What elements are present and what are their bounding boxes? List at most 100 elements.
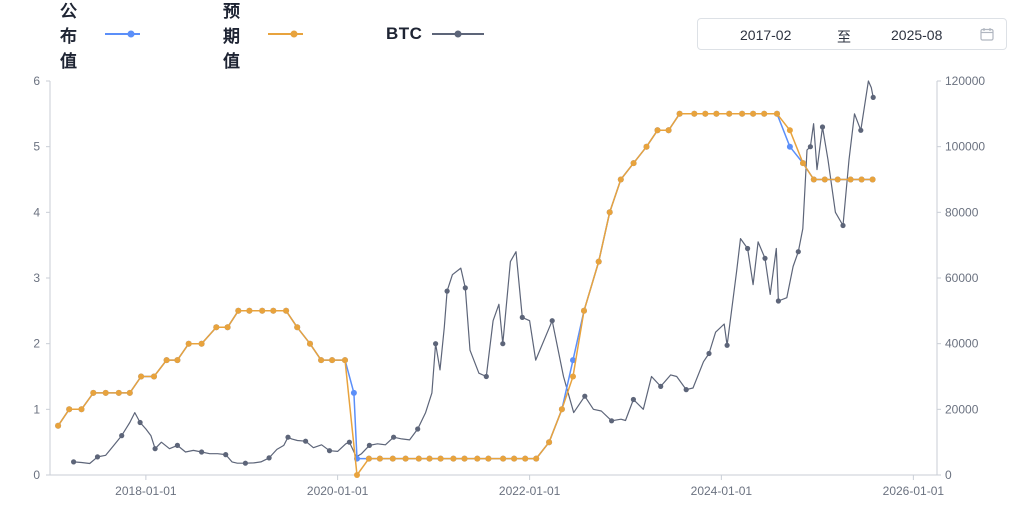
data-point-btc [706, 350, 712, 357]
data-point-expected [55, 422, 62, 429]
calendar-icon[interactable] [980, 27, 994, 41]
data-point-expected [354, 472, 360, 478]
data-point-expected [761, 110, 768, 117]
data-point-btc [303, 438, 309, 444]
data-point-btc [444, 288, 450, 294]
data-point-expected [869, 176, 876, 183]
data-point-expected [810, 176, 817, 183]
y-right-tick-label: 40000 [945, 337, 979, 351]
x-tick-label: 2022-01-01 [499, 484, 561, 498]
data-point-btc [242, 460, 248, 466]
data-point-btc [609, 418, 615, 424]
data-point-expected [90, 389, 97, 396]
data-point-expected [259, 307, 266, 314]
data-point-expected [774, 110, 780, 117]
data-point-btc [174, 442, 180, 448]
data-point-btc [462, 285, 468, 291]
data-point-expected [595, 258, 602, 265]
data-point-expected [691, 110, 698, 117]
data-point-btc [683, 387, 689, 393]
data-point-expected [821, 176, 828, 183]
data-point-expected [126, 389, 133, 396]
data-point-expected [376, 455, 383, 462]
data-point-expected [511, 455, 518, 462]
data-point-btc [152, 446, 158, 452]
date-range-picker[interactable]: 2017-02 至 2025-08 [697, 18, 1007, 50]
data-point-btc [71, 459, 77, 465]
data-point-expected [558, 406, 565, 413]
data-point-expected [307, 340, 313, 347]
y-right-tick-label: 80000 [945, 205, 979, 219]
data-point-btc [870, 94, 876, 100]
y-right-tick-label: 120000 [945, 74, 985, 88]
data-point-expected [643, 143, 650, 150]
data-point-expected [329, 357, 336, 364]
data-point-expected [342, 357, 348, 364]
data-point-expected [702, 110, 709, 117]
data-point-expected [522, 455, 529, 462]
data-point-btc [819, 124, 826, 130]
data-point-btc [724, 342, 730, 348]
data-point-expected [78, 406, 85, 413]
data-point-expected [665, 127, 672, 134]
data-point-published [350, 389, 357, 396]
data-point-expected [102, 389, 109, 396]
data-point-btc [137, 419, 143, 426]
data-point-expected [415, 455, 422, 462]
data-point-btc [391, 434, 397, 440]
data-point-expected [847, 176, 854, 183]
data-point-btc [519, 314, 525, 320]
data-point-expected [739, 110, 746, 117]
data-point-expected [570, 373, 576, 380]
data-point-expected [213, 324, 220, 331]
series-line-btc [73, 80, 874, 465]
data-point-expected [450, 455, 457, 462]
data-point-expected [365, 455, 372, 462]
data-point-expected [318, 357, 325, 364]
y-right-tick-label: 60000 [945, 271, 979, 285]
y-left-tick-label: 0 [33, 468, 40, 482]
data-point-expected [750, 110, 757, 117]
legend-item-expected[interactable]: 预期值 [223, 2, 303, 71]
legend-line-marker-gray-icon [432, 30, 485, 38]
data-point-btc [549, 318, 555, 324]
data-point-expected [858, 176, 865, 183]
legend-item-published[interactable]: 公布值 [60, 2, 140, 71]
data-point-expected [676, 110, 683, 117]
legend-item-btc[interactable]: BTC [386, 18, 485, 50]
data-point-expected [437, 455, 444, 462]
y-left-tick-label: 6 [33, 74, 40, 88]
data-point-expected [786, 127, 793, 134]
data-point-btc [415, 426, 421, 432]
range-end-input[interactable]: 2025-08 [891, 27, 943, 43]
data-point-btc [285, 434, 291, 440]
data-point-expected [163, 357, 170, 364]
data-point-published [786, 143, 793, 150]
y-left-tick-label: 1 [33, 402, 40, 416]
data-point-btc [94, 454, 101, 460]
y-left-tick-label: 3 [33, 271, 40, 285]
data-point-expected [283, 307, 290, 314]
data-point-expected [713, 110, 720, 117]
data-point-published [570, 357, 576, 364]
data-point-btc [840, 222, 846, 229]
data-point-expected [461, 455, 468, 462]
data-point-expected [402, 455, 409, 462]
data-point-expected [224, 324, 231, 331]
data-point-expected [235, 307, 242, 314]
data-point-btc [500, 341, 506, 347]
legend-label-published: 公布值 [60, 1, 78, 71]
data-point-expected [474, 455, 481, 462]
range-start-input[interactable]: 2017-02 [740, 27, 792, 43]
data-point-expected [834, 176, 841, 183]
y-left-tick-label: 4 [33, 205, 40, 219]
x-tick-label: 2020-01-01 [307, 484, 369, 498]
data-point-expected [294, 324, 301, 331]
data-point-btc [483, 373, 489, 380]
y-left-tick-label: 2 [33, 337, 40, 351]
data-point-btc [745, 245, 751, 252]
legend-label-btc: BTC [386, 24, 423, 43]
data-point-expected [246, 307, 253, 314]
data-point-expected [426, 455, 433, 462]
